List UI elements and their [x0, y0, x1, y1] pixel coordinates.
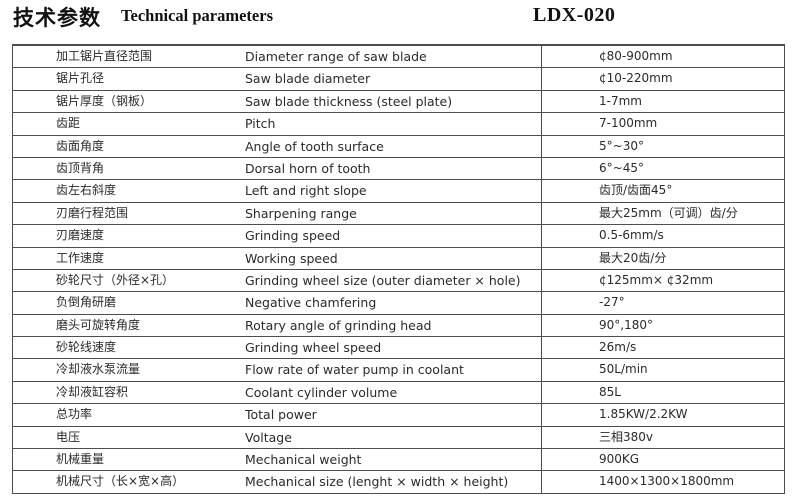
table-row: 磨头可旋转角度 Rotary angle of grinding head 90…	[13, 314, 784, 338]
parameter-name-chinese: 加工锯片直径范围	[56, 49, 153, 63]
parameter-name-chinese: 齿面角度	[56, 138, 105, 153]
table-row: 冷却液水泵流量 Flow rate of water pump in coola…	[13, 359, 784, 382]
parameter-name-english: Angle of tooth surface	[245, 138, 384, 154]
parameter-name-english: Negative chamfering	[245, 295, 377, 311]
parameter-value: 三相380v	[541, 426, 784, 449]
parameter-name-english: Grinding wheel size (outer diameter × ho…	[245, 272, 521, 288]
table-row: 冷却液缸容积 Coolant cylinder volume 85L	[13, 381, 784, 405]
table-row: 工作速度 Working speed 最大20齿/分	[13, 247, 784, 270]
parameter-name-english: Coolant cylinder volume	[245, 384, 398, 400]
parameter-value: 5°~30°	[541, 135, 784, 157]
parameter-name-chinese: 砂轮尺寸（外径×孔）	[56, 272, 175, 287]
parameter-name-english: Left and right slope	[245, 183, 367, 199]
model-number: LDX-020	[533, 4, 616, 26]
parameter-name-chinese: 机械尺寸（长×宽×高）	[56, 474, 185, 489]
table-row: 总功率 Total power 1.85KW/2.2KW	[13, 404, 784, 427]
parameter-name-chinese: 刃磨行程范围	[56, 205, 129, 220]
table-row: 刃磨速度 Grinding speed 0.5-6mm/s	[13, 225, 784, 248]
parameter-value: 齿顶/齿面45°	[541, 180, 784, 202]
parameter-name-chinese: 磨头可旋转角度	[56, 317, 141, 332]
parameter-name-english: Flow rate of water pump in coolant	[245, 362, 464, 378]
table-row: 机械重量 Mechanical weight 900KG	[13, 449, 784, 472]
parameter-value: 50L/min	[541, 359, 784, 381]
parameter-name-chinese: 冷却液缸容积	[56, 384, 129, 399]
parameter-name-chinese: 工作速度	[56, 250, 105, 265]
table-row: 加工锯片直径范围 Diameter range of saw blade ¢80…	[13, 46, 784, 69]
parameter-value: 1400×1300×1800mm	[541, 471, 784, 493]
parameter-name-chinese: 齿距	[56, 116, 81, 131]
parameter-name-chinese: 齿顶背角	[56, 160, 105, 175]
parameter-name-english: Mechanical size (lenght × width × height…	[245, 474, 509, 490]
parameter-value: 最大20齿/分	[541, 247, 784, 269]
table-row: 机械尺寸（长×宽×高） Mechanical size (lenght × wi…	[13, 471, 784, 493]
parameter-name-chinese: 齿左右斜度	[56, 183, 117, 198]
parameter-value: ¢125mm× ¢32mm	[541, 269, 784, 292]
technical-parameters-table: 加工锯片直径范围 Diameter range of saw blade ¢80…	[12, 44, 785, 494]
parameter-name-english: Total power	[245, 407, 317, 423]
page-title-english: Technical parameters	[121, 6, 273, 25]
parameter-value: 90°,180°	[541, 314, 784, 337]
table-row: 刃磨行程范围 Sharpening range 最大25mm（可调）齿/分	[13, 202, 784, 226]
table-row: 负倒角研磨 Negative chamfering -27°	[13, 292, 784, 315]
table-row: 电压 Voltage 三相380v	[13, 426, 784, 450]
table-row: 锯片孔径 Saw blade diameter ¢10-220mm	[13, 68, 784, 91]
parameter-name-english: Dorsal horn of tooth	[245, 160, 371, 176]
parameter-name-chinese: 锯片厚度（钢板）	[56, 93, 153, 108]
page-title-chinese: 技术参数	[13, 6, 101, 30]
parameter-value: 85L	[541, 381, 784, 404]
parameter-name-chinese: 电压	[56, 429, 81, 444]
parameter-value: ¢10-220mm	[541, 68, 784, 90]
parameter-name-chinese: 总功率	[56, 407, 93, 422]
parameter-value: 1.85KW/2.2KW	[541, 404, 784, 426]
parameter-name-english: Grinding speed	[245, 228, 341, 244]
table-row: 齿距 Pitch 7-100mm	[13, 113, 784, 136]
parameter-value: -27°	[541, 292, 784, 314]
parameter-name-chinese: 机械重量	[56, 452, 105, 467]
parameter-value: ¢80-900mm	[541, 46, 784, 68]
parameter-name-english: Saw blade diameter	[245, 71, 371, 87]
parameter-name-english: Mechanical weight	[245, 452, 362, 468]
parameter-name-chinese: 锯片孔径	[56, 71, 105, 86]
parameter-name-english: Rotary angle of grinding head	[245, 317, 432, 333]
table-row: 齿顶背角 Dorsal horn of tooth 6°~45°	[13, 157, 784, 181]
parameter-name-chinese: 负倒角研磨	[56, 295, 117, 310]
parameter-name-chinese: 刃磨速度	[56, 228, 105, 243]
table-row: 齿面角度 Angle of tooth surface 5°~30°	[13, 135, 784, 158]
parameter-name-chinese: 砂轮线速度	[56, 340, 117, 355]
parameter-name-chinese: 冷却液水泵流量	[56, 362, 141, 377]
table-row: 砂轮线速度 Grinding wheel speed 26m/s	[13, 337, 784, 360]
parameter-name-english: Diameter range of saw blade	[245, 49, 427, 64]
parameter-name-english: Pitch	[245, 116, 276, 132]
parameter-value: 1-7mm	[541, 90, 784, 113]
parameter-value: 900KG	[541, 449, 784, 471]
table-row: 锯片厚度（钢板） Saw blade thickness (steel plat…	[13, 90, 784, 114]
parameter-value: 最大25mm（可调）齿/分	[541, 202, 784, 225]
parameter-name-english: Sharpening range	[245, 205, 357, 221]
parameter-value: 26m/s	[541, 337, 784, 359]
parameter-name-english: Voltage	[245, 429, 292, 445]
parameter-value: 6°~45°	[541, 157, 784, 180]
parameter-name-english: Grinding wheel speed	[245, 340, 382, 356]
parameter-value: 0.5-6mm/s	[541, 225, 784, 247]
parameter-value: 7-100mm	[541, 113, 784, 135]
page-header: 技术参数 Technical parameters LDX-020	[0, 0, 800, 44]
parameter-name-english: Working speed	[245, 250, 338, 266]
parameter-name-english: Saw blade thickness (steel plate)	[245, 93, 453, 109]
table-row: 齿左右斜度 Left and right slope 齿顶/齿面45°	[13, 180, 784, 203]
table-row: 砂轮尺寸（外径×孔） Grinding wheel size (outer di…	[13, 269, 784, 293]
